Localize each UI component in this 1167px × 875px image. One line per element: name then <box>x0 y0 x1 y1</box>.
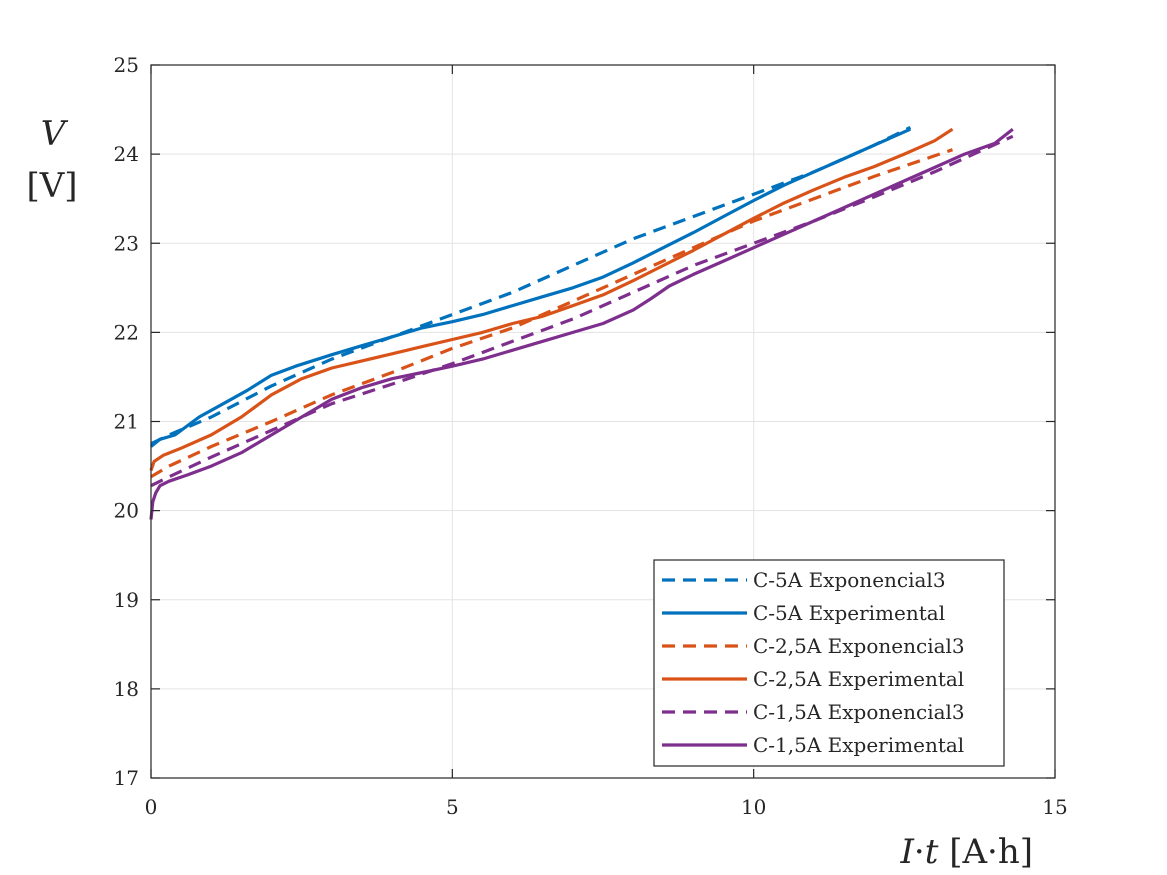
x-tick-label: 15 <box>1042 795 1067 819</box>
x-tick-label: 5 <box>446 795 459 819</box>
axis-ticks: 0 5 10 15 17 18 19 20 21 22 23 24 25 <box>114 53 1068 819</box>
x-axis-label: I·t [A·h] <box>899 832 1033 872</box>
legend-box <box>653 559 1005 767</box>
y-axis-label-unit: [V] <box>26 166 77 206</box>
x-tick-label: 0 <box>145 795 158 819</box>
grid-lines <box>151 65 1055 778</box>
series-line-c-2-5a-experimental <box>149 127 954 472</box>
y-tick-label: 17 <box>114 766 139 790</box>
x-axis-label-space <box>938 832 949 872</box>
x-axis-label-unit: [A·h] <box>949 832 1033 872</box>
series-line-c-5a-experimental <box>150 127 912 448</box>
y-tick-label: 22 <box>114 320 139 344</box>
legend: C-5A Exponencial3 C-5A Experimental C-2,5A… <box>653 559 1005 767</box>
y-axis-label-symbol: V <box>41 114 69 154</box>
y-tick-label: 21 <box>114 410 139 434</box>
series-layer <box>149 125 1014 520</box>
x-tick-label: 10 <box>741 795 766 819</box>
legend-label-c-2-5a-experimental: C-2,5A Experimental <box>753 667 964 691</box>
legend-label-c-5a-exponencial3: C-5A Exponencial3 <box>753 568 946 592</box>
x-axis-label-current: I <box>899 832 914 872</box>
y-tick-label: 20 <box>114 499 139 523</box>
legend-label-c-1-5a-experimental: C-1,5A Experimental <box>753 733 964 757</box>
x-axis-label-dot: · <box>914 832 925 872</box>
legend-label-c-1-5a-exponencial3: C-1,5A Exponencial3 <box>753 700 965 724</box>
y-tick-label: 25 <box>114 53 139 77</box>
y-tick-label: 24 <box>114 142 139 166</box>
legend-label-c-2-5a-exponencial3: C-2,5A Exponencial3 <box>753 634 965 658</box>
series-line-c-2-5a-exponencial3 <box>150 148 954 479</box>
y-tick-label: 23 <box>114 231 139 255</box>
legend-label-c-5a-experimental: C-5A Experimental <box>753 601 945 625</box>
series-line-c-1-5a-experimental <box>149 127 1014 520</box>
x-axis-label-time: t <box>925 832 939 872</box>
y-tick-label: 18 <box>114 677 139 701</box>
y-tick-label: 19 <box>114 588 139 612</box>
